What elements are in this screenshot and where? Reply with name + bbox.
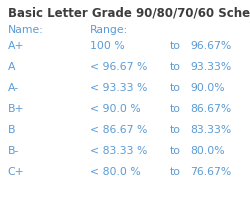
Text: B+: B+ <box>8 104 24 114</box>
Text: A: A <box>8 62 15 72</box>
Text: A-: A- <box>8 83 18 93</box>
Text: to: to <box>170 41 181 51</box>
Text: Basic Letter Grade 90/80/70/60 Scheme: Basic Letter Grade 90/80/70/60 Scheme <box>8 7 250 20</box>
Text: 80.0%: 80.0% <box>190 146 224 156</box>
Text: to: to <box>170 125 181 135</box>
Text: Range:: Range: <box>90 25 128 35</box>
Text: A+: A+ <box>8 41 24 51</box>
Text: 90.0%: 90.0% <box>190 83 224 93</box>
Text: 93.33%: 93.33% <box>190 62 231 72</box>
Text: < 93.33 %: < 93.33 % <box>90 83 148 93</box>
Text: to: to <box>170 104 181 114</box>
Text: B: B <box>8 125 15 135</box>
Text: to: to <box>170 167 181 177</box>
Text: 96.67%: 96.67% <box>190 41 231 51</box>
Text: Name:: Name: <box>8 25 44 35</box>
Text: 76.67%: 76.67% <box>190 167 231 177</box>
Text: 86.67%: 86.67% <box>190 104 231 114</box>
Text: to: to <box>170 146 181 156</box>
Text: to: to <box>170 62 181 72</box>
Text: 83.33%: 83.33% <box>190 125 231 135</box>
Text: < 90.0 %: < 90.0 % <box>90 104 141 114</box>
Text: < 96.67 %: < 96.67 % <box>90 62 148 72</box>
Text: B-: B- <box>8 146 19 156</box>
Text: < 80.0 %: < 80.0 % <box>90 167 141 177</box>
Text: 100 %: 100 % <box>90 41 125 51</box>
Text: < 83.33 %: < 83.33 % <box>90 146 148 156</box>
Text: C+: C+ <box>8 167 24 177</box>
Text: to: to <box>170 83 181 93</box>
Text: < 86.67 %: < 86.67 % <box>90 125 148 135</box>
